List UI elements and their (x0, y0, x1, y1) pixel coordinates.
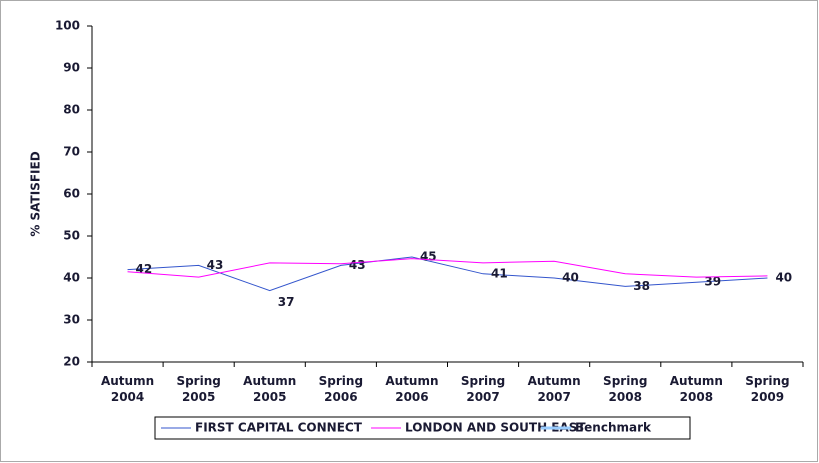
legend-label: LONDON AND SOUTH EAST (405, 421, 586, 435)
y-tick-label: 80 (63, 103, 80, 117)
x-tick-label: Spring 2005 (176, 374, 221, 404)
data-label: 39 (704, 275, 721, 289)
legend-box (154, 416, 691, 440)
y-tick-label: 90 (63, 61, 80, 75)
y-tick-label: 50 (63, 229, 80, 243)
y-tick-label: 100 (55, 19, 80, 33)
legend-label: FIRST CAPITAL CONNECT (195, 421, 363, 435)
x-tick-label: Spring 2008 (603, 374, 648, 404)
data-label: 40 (562, 271, 579, 285)
x-tick-label: Autumn 2008 (669, 374, 723, 404)
y-axis-label: % SATISFIED (29, 151, 43, 236)
data-label: 40 (775, 271, 792, 285)
data-label: 41 (491, 266, 508, 280)
x-tick-label: Spring 2007 (460, 374, 506, 404)
data-label: 37 (278, 295, 295, 309)
x-tick-label: Autumn 2006 (385, 374, 439, 404)
data-label: 43 (349, 258, 366, 272)
x-tick-label: Autumn 2007 (527, 374, 581, 404)
y-tick-label: 30 (63, 313, 80, 327)
y-tick-label: 40 (63, 271, 80, 285)
y-tick-label: 70 (63, 145, 80, 159)
legend-label: Benchmark (575, 421, 652, 435)
x-tick-label: Autumn 2004 (100, 374, 155, 404)
data-label: 42 (136, 262, 153, 276)
y-tick-label: 60 (63, 187, 80, 201)
x-tick-label: Spring 2006 (318, 374, 364, 404)
y-tick-label: 20 (63, 355, 80, 369)
x-tick-label: Spring 2009 (745, 374, 790, 404)
x-tick-label: Autumn 2005 (243, 374, 297, 404)
data-label: 38 (633, 279, 650, 293)
series-line (127, 256, 768, 292)
data-label: 45 (420, 250, 437, 264)
data-label: 43 (207, 258, 224, 272)
series-line (127, 258, 768, 278)
